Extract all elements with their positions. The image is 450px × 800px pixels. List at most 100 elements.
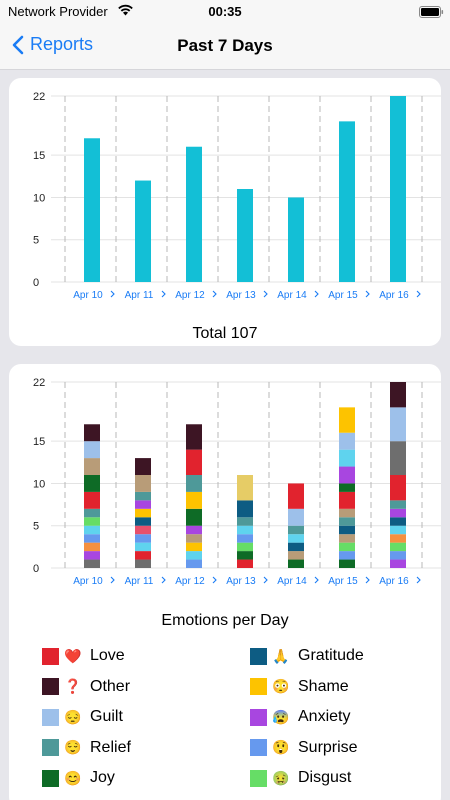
color-swatch: [42, 678, 59, 695]
x-tick-label[interactable]: Apr 16: [379, 290, 409, 301]
x-tick-label[interactable]: Apr 12: [175, 290, 205, 301]
stacked-bar[interactable]: [135, 458, 151, 568]
x-tick-label[interactable]: Apr 14: [277, 576, 307, 587]
back-button[interactable]: Reports: [12, 34, 93, 55]
bar-segment: [339, 525, 355, 535]
bar-segment: [237, 500, 253, 518]
bar-segment: [84, 491, 100, 509]
navigation-bar: Reports Past 7 Days: [0, 24, 450, 70]
bar-segment: [288, 534, 304, 543]
x-tick-label[interactable]: Apr 13: [226, 576, 256, 587]
emotion-icon: 😳: [272, 678, 290, 694]
bar-segment: [237, 475, 253, 501]
emotion-icon: ❓: [64, 678, 82, 694]
bar-segment: [84, 525, 100, 535]
bar-segment: [339, 559, 355, 568]
emotion-icon: 🤢: [272, 769, 290, 786]
x-tick-label[interactable]: Apr 15: [328, 576, 358, 587]
bar-segment: [390, 500, 406, 509]
chevron-right-icon: [263, 576, 268, 584]
x-tick-label[interactable]: Apr 15: [328, 290, 358, 301]
x-tick-label[interactable]: Apr 13: [226, 290, 256, 301]
x-tick-label[interactable]: Apr 14: [277, 290, 307, 301]
y-tick-label: 15: [33, 150, 45, 162]
bar-segment: [186, 534, 202, 543]
chevron-right-icon: [365, 290, 370, 298]
legend-label: Surprise: [298, 738, 358, 756]
bar-segment: [135, 500, 151, 509]
bar-segment: [390, 475, 406, 501]
bar-segment: [135, 475, 151, 492]
bar-segment: [186, 542, 202, 552]
stacked-bar[interactable]: [288, 483, 304, 568]
bar-segment: [288, 559, 304, 568]
chevron-right-icon: [212, 576, 217, 584]
battery-icon: [419, 5, 444, 23]
bar-segment: [237, 542, 253, 552]
x-tick-label[interactable]: Apr 12: [175, 576, 205, 587]
y-tick-label: 22: [33, 91, 45, 103]
clock: 00:35: [208, 4, 242, 19]
x-tick-label[interactable]: Apr 16: [379, 576, 409, 587]
x-tick-label[interactable]: Apr 10: [73, 290, 103, 301]
legend-item-anxiety: 😰 Anxiety: [250, 705, 350, 729]
bar[interactable]: [390, 96, 406, 282]
bar-segment: [135, 517, 151, 526]
page-title: Past 7 Days: [177, 36, 273, 55]
wifi-icon: [117, 3, 134, 21]
bar-segment: [84, 424, 100, 442]
bar-segment: [135, 491, 151, 501]
bar[interactable]: [237, 189, 253, 282]
bar-segment: [390, 407, 406, 442]
bar[interactable]: [288, 197, 304, 282]
bar-segment: [390, 525, 406, 535]
stacked-bar[interactable]: [390, 382, 406, 568]
bar-segment: [84, 517, 100, 526]
color-swatch: [250, 647, 267, 665]
x-tick-label[interactable]: Apr 11: [125, 576, 154, 587]
bar-segment: [84, 441, 100, 459]
chevron-right-icon: [212, 290, 217, 298]
bar-segment: [186, 475, 202, 492]
legend-label: Gratitude: [298, 647, 364, 664]
color-swatch: [42, 739, 59, 756]
legend-title: Emotions per Day: [161, 612, 289, 629]
chevron-right-icon: [161, 290, 166, 298]
bar-segment: [339, 542, 355, 552]
bar-segment: [84, 559, 100, 568]
bar-segment: [186, 491, 202, 509]
x-tick-label[interactable]: Apr 10: [73, 576, 103, 587]
emotions-chart-card: 0 5 10 15 22 Apr 10 Apr 11 Apr 12 Apr 13 Apr 14 Ap…: [9, 364, 441, 800]
bar-segment: [339, 449, 355, 467]
legend-label: Other: [90, 677, 131, 695]
emotion-icon: ❤️: [64, 647, 82, 664]
bar-segment: [186, 508, 202, 526]
stacked-bar[interactable]: [237, 475, 253, 568]
carrier-label: Network Provider: [8, 4, 108, 19]
back-button-label: Reports: [30, 34, 94, 54]
bar-segment: [84, 542, 100, 552]
x-tick-label[interactable]: Apr 11: [125, 290, 154, 301]
stacked-bar[interactable]: [339, 407, 355, 568]
color-swatch: [250, 769, 267, 787]
stacked-bar[interactable]: [84, 424, 100, 568]
bar-segment: [339, 483, 355, 492]
stacked-bar[interactable]: [186, 424, 202, 568]
bar-segment: [339, 517, 355, 526]
emotion-icon: 😰: [272, 708, 290, 725]
bar-segment: [84, 551, 100, 560]
emotion-icon: 🙏: [272, 647, 290, 664]
bar[interactable]: [186, 146, 202, 282]
bar-segment: [135, 534, 151, 543]
chevron-left-icon: [12, 35, 24, 54]
bar[interactable]: [339, 121, 355, 282]
legend-item-other: ❓ Other: [42, 675, 130, 699]
legend-item-love: ❤️ Love: [42, 644, 125, 668]
bar-segment: [84, 534, 100, 543]
bar-segment: [237, 525, 253, 535]
color-swatch: [250, 708, 267, 726]
bar[interactable]: [135, 180, 151, 282]
legend-item-gratitude: 🙏 Gratitude: [250, 644, 364, 668]
bar-segment: [135, 508, 151, 518]
bar[interactable]: [84, 138, 100, 282]
